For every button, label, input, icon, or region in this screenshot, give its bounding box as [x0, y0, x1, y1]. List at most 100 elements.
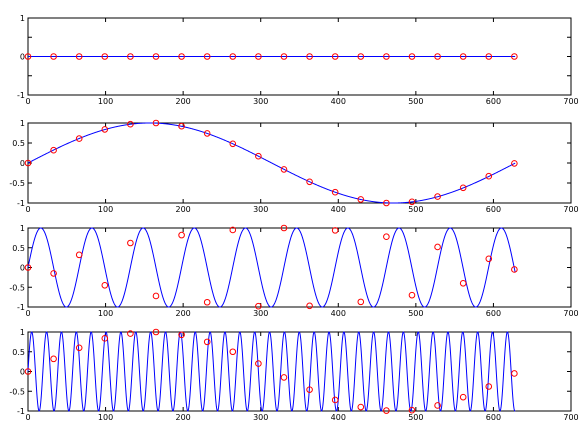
y-tick-label: -1 — [17, 91, 25, 100]
data-point-marker — [229, 226, 237, 234]
x-tick-label: 400 — [331, 309, 346, 318]
series-line — [27, 331, 516, 412]
x-tick-label: 0 — [25, 205, 30, 214]
series-line — [27, 227, 516, 308]
data-point-marker — [50, 146, 57, 154]
x-tick-label: 300 — [253, 97, 268, 106]
x-tick-label: 500 — [408, 97, 423, 106]
y-tick-label: 0.5 — [12, 139, 25, 148]
x-tick-label: 700 — [563, 309, 578, 318]
data-point-marker — [75, 135, 83, 142]
data-point-marker — [459, 53, 467, 60]
x-tick-label: 200 — [176, 413, 191, 422]
data-point-marker — [306, 386, 313, 393]
data-point-marker — [459, 393, 467, 401]
x-tick-label: 600 — [486, 97, 501, 106]
y-tick-label: -0.5 — [9, 387, 25, 396]
data-point-marker — [331, 396, 339, 404]
axes-box — [27, 122, 572, 204]
data-point-marker — [459, 280, 467, 287]
y-tick-label: -1 — [17, 199, 25, 208]
x-tick-label: 700 — [563, 97, 578, 106]
data-point-marker — [24, 53, 32, 60]
data-point-marker — [434, 53, 441, 60]
data-point-marker — [178, 122, 185, 130]
data-point-marker — [178, 53, 185, 60]
data-point-marker — [229, 348, 237, 356]
data-point-marker — [178, 231, 185, 239]
data-point-marker — [255, 360, 262, 367]
x-tick-label: 400 — [331, 205, 346, 214]
data-point-marker — [101, 126, 109, 133]
data-point-marker — [459, 184, 467, 192]
data-point-marker — [203, 338, 211, 346]
data-point-marker — [383, 233, 390, 240]
data-point-marker — [280, 224, 288, 232]
data-point-marker — [255, 302, 262, 310]
data-point-marker — [485, 172, 493, 180]
data-point-marker — [255, 53, 262, 60]
data-point-marker — [408, 291, 416, 299]
x-tick-label: 300 — [253, 413, 268, 422]
subplot-2: 0 100 200 300 400 500 600 700 -1 -0.5 0 0.5 1 — [9, 119, 578, 214]
data-point-marker — [101, 53, 109, 60]
x-tick-label: 100 — [98, 309, 113, 318]
data-point-marker — [75, 251, 83, 259]
data-point-marker — [306, 302, 313, 310]
x-tick-label: 500 — [408, 413, 423, 422]
data-point-marker — [434, 193, 441, 200]
x-tick-label: 700 — [563, 413, 578, 422]
x-tick-label: 500 — [408, 205, 423, 214]
data-point-marker — [101, 335, 109, 342]
data-point-marker — [357, 403, 365, 411]
x-tick-label: 0 — [25, 413, 30, 422]
data-point-marker — [331, 188, 339, 196]
data-point-marker — [280, 374, 288, 381]
data-point-marker — [101, 281, 109, 289]
y-tick-label: 0 — [20, 159, 25, 168]
data-point-marker — [357, 53, 365, 60]
x-tick-label: 200 — [176, 97, 191, 106]
data-point-marker — [357, 298, 365, 306]
data-point-marker — [127, 330, 134, 337]
data-point-marker — [331, 53, 339, 60]
data-point-marker — [152, 119, 160, 127]
data-point-marker — [24, 368, 32, 375]
data-point-marker — [127, 53, 134, 60]
x-tick-label: 200 — [176, 309, 191, 318]
data-point-marker — [152, 328, 160, 336]
subplot-1: 0 100 200 300 400 500 600 700-101 — [17, 14, 579, 106]
y-tick-label: 0.5 — [12, 348, 25, 357]
data-point-marker — [203, 298, 211, 306]
data-point-marker — [50, 270, 57, 277]
data-point-marker — [178, 331, 185, 339]
x-tick-label: 300 — [253, 309, 268, 318]
data-point-marker — [280, 53, 288, 60]
data-point-marker — [383, 53, 390, 60]
data-point-marker — [24, 159, 32, 167]
y-tick-label: 0 — [20, 53, 25, 62]
y-tick-label: -0.5 — [9, 179, 25, 188]
y-tick-label: 0 — [20, 368, 25, 377]
x-tick-label: 200 — [176, 205, 191, 214]
data-point-marker — [485, 53, 493, 60]
data-point-marker — [383, 407, 390, 414]
data-point-marker — [306, 178, 313, 186]
data-point-marker — [127, 120, 134, 128]
data-point-marker — [306, 53, 313, 60]
y-tick-label: 1 — [20, 224, 25, 233]
data-point-marker — [75, 344, 83, 352]
subplot-3: 0 100 200 300 400 500 600 700 -1 -0.5 0 0.5 1 — [9, 224, 578, 318]
subplot-4: 0 100 200 300 400 500 600 700 -1 -0.5 0 0.5 1 — [9, 328, 578, 422]
x-tick-label: 100 — [98, 97, 113, 106]
x-tick-label: 700 — [563, 205, 578, 214]
data-point-marker — [255, 152, 262, 160]
data-point-marker — [485, 383, 493, 390]
x-tick-label: 300 — [253, 205, 268, 214]
x-tick-label: 600 — [486, 205, 501, 214]
y-tick-label: 1 — [20, 14, 25, 23]
x-tick-label: 600 — [486, 309, 501, 318]
y-tick-label: -1 — [17, 303, 25, 312]
data-point-marker — [511, 160, 518, 167]
